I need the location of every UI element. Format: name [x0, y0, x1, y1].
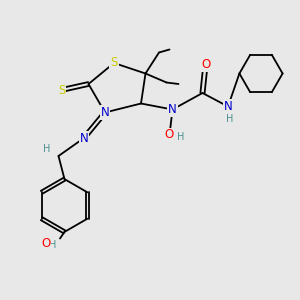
Text: N: N: [80, 131, 88, 145]
Text: O: O: [165, 128, 174, 142]
Text: S: S: [110, 56, 118, 70]
Text: H: H: [226, 114, 233, 124]
Text: S: S: [58, 83, 65, 97]
Text: H: H: [44, 144, 51, 154]
Text: N: N: [224, 100, 232, 113]
Text: O: O: [201, 58, 210, 71]
Text: N: N: [168, 103, 177, 116]
Text: H: H: [49, 240, 56, 250]
Text: O: O: [41, 237, 50, 250]
Text: H: H: [177, 132, 184, 142]
Text: N: N: [100, 106, 109, 119]
